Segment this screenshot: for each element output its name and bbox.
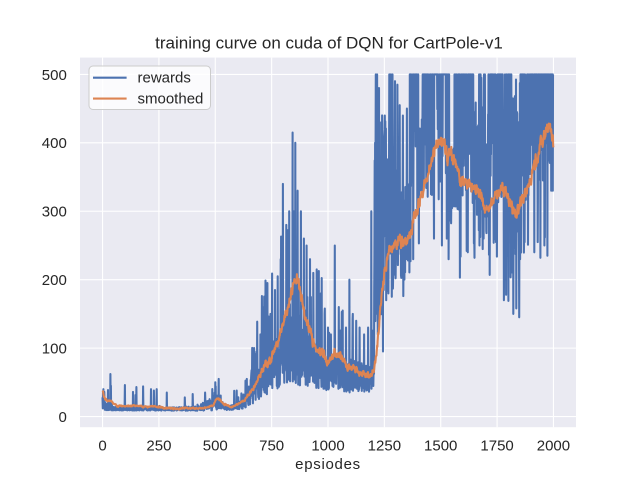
svg-text:training curve on cuda of DQN: training curve on cuda of DQN for CartPo… <box>155 34 503 53</box>
svg-text:0: 0 <box>98 438 106 455</box>
svg-text:1250: 1250 <box>368 438 401 455</box>
svg-text:250: 250 <box>146 438 171 455</box>
svg-text:epsiodes: epsiodes <box>295 456 361 473</box>
svg-text:1750: 1750 <box>480 438 513 455</box>
svg-text:1000: 1000 <box>311 438 344 455</box>
svg-text:100: 100 <box>42 341 67 358</box>
svg-text:400: 400 <box>42 135 67 152</box>
svg-text:smoothed: smoothed <box>138 91 204 108</box>
svg-text:300: 300 <box>42 204 67 221</box>
svg-text:500: 500 <box>203 438 228 455</box>
svg-text:500: 500 <box>42 67 67 84</box>
svg-text:200: 200 <box>42 272 67 289</box>
svg-text:1500: 1500 <box>424 438 457 455</box>
svg-text:750: 750 <box>259 438 284 455</box>
svg-text:0: 0 <box>58 409 66 426</box>
svg-text:2000: 2000 <box>537 438 570 455</box>
svg-text:rewards: rewards <box>138 70 191 87</box>
